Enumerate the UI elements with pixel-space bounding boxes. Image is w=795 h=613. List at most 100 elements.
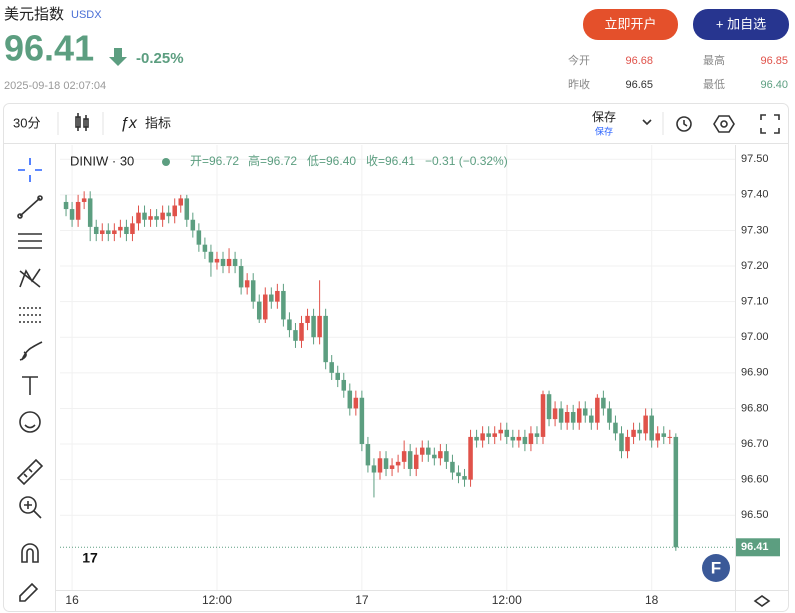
candle-body	[383, 458, 389, 469]
y-tick-label: 97.00	[741, 331, 769, 343]
candle-body	[112, 230, 117, 234]
candle-body	[208, 251, 214, 263]
candle-body	[190, 219, 196, 231]
candle-body	[154, 216, 159, 220]
candle-body	[486, 433, 491, 437]
candle-body	[389, 465, 395, 469]
y-tick-label: 96.90	[741, 367, 769, 379]
candle-body	[293, 330, 298, 341]
down-arrow	[109, 48, 127, 66]
candle-body	[335, 372, 340, 380]
candle-body	[426, 447, 431, 455]
candle-body	[311, 315, 316, 338]
candle-body	[667, 436, 673, 438]
candle-body	[178, 198, 184, 206]
candle-body	[93, 226, 99, 234]
candle-body	[570, 412, 576, 423]
candle-style-button[interactable]	[75, 113, 89, 131]
status-dot	[162, 158, 170, 166]
interval-button[interactable]: 30分	[13, 115, 40, 130]
candle-body	[214, 258, 220, 263]
candle-body	[275, 290, 280, 302]
badge-text[interactable]: F	[711, 558, 721, 577]
change: -0.25%	[136, 50, 184, 67]
candle-body	[649, 415, 654, 441]
candle-body	[583, 408, 588, 416]
open-account-button[interactable]	[583, 9, 678, 40]
save-subtitle: 保存	[595, 125, 613, 136]
tv-logo-text[interactable]: 17	[82, 550, 98, 566]
chart-frame	[3, 103, 789, 612]
y-tick-label: 97.40	[741, 189, 769, 201]
tv-logo[interactable]	[76, 548, 104, 570]
candle-body	[619, 433, 624, 452]
stat-value: 96.40	[760, 79, 788, 91]
candle-body	[256, 301, 262, 320]
y-tick-label: 96.50	[741, 509, 769, 521]
symbol: USDX	[71, 9, 102, 21]
stat-label: 最高	[703, 53, 725, 67]
last-price-tag	[736, 538, 780, 557]
open-account-label[interactable]: 立即开户	[604, 16, 656, 31]
x-tick-label: 18	[645, 593, 659, 607]
price: 96.41	[4, 28, 94, 69]
candle-body	[534, 433, 540, 437]
alert-button[interactable]	[676, 116, 692, 132]
candle-body	[347, 390, 353, 409]
candle-body	[432, 454, 437, 459]
candle-body	[299, 323, 304, 341]
candle-body	[81, 198, 87, 202]
candle-body	[637, 429, 642, 434]
add-watchlist-label[interactable]: + 加自选	[716, 16, 766, 31]
candle-body	[305, 315, 310, 323]
save-button[interactable]: 保存	[592, 110, 616, 124]
candle-body	[401, 451, 407, 462]
legend-symbol: DINIW · 30	[70, 153, 134, 168]
candle-body	[124, 226, 129, 234]
x-tick-label: 17	[355, 593, 369, 607]
candle-body	[480, 433, 485, 441]
candle-body	[136, 212, 141, 224]
candle-body	[613, 422, 618, 434]
candle-body	[552, 408, 558, 420]
add-watchlist-button[interactable]	[693, 9, 789, 40]
candle-body	[166, 212, 171, 217]
candle-body	[528, 433, 534, 445]
datetime: 2025-09-18 02:07:04	[4, 80, 106, 92]
candle-body	[106, 230, 111, 234]
drawing-tools[interactable]	[16, 158, 44, 602]
save-menu[interactable]	[642, 119, 652, 126]
y-tick-label: 97.30	[741, 224, 769, 236]
x-tick-label: 16	[65, 593, 79, 607]
fx-icon[interactable]: ƒx	[120, 115, 138, 132]
candle-body	[202, 244, 208, 252]
axis-settings[interactable]	[753, 595, 771, 607]
candle-body	[643, 415, 648, 434]
candle-body	[498, 429, 504, 434]
badge[interactable]	[702, 554, 730, 582]
x-tick-label: 12:00	[492, 593, 522, 607]
candle-body	[510, 436, 516, 441]
candle-body	[407, 451, 413, 469]
candle-body	[576, 408, 582, 423]
candle-body	[468, 436, 473, 480]
candle-body	[564, 412, 570, 423]
candle-body	[540, 394, 546, 437]
candle-body	[631, 429, 636, 437]
candle-body	[329, 362, 334, 373]
candle-body	[413, 454, 419, 469]
x-tick-label: 12:00	[202, 593, 232, 607]
candle-body	[226, 258, 232, 267]
candle-body	[232, 258, 238, 267]
y-tick-label: 96.60	[741, 474, 769, 486]
candle-body	[238, 266, 244, 288]
fullscreen-button[interactable]	[760, 114, 780, 134]
stat-label: 昨收	[568, 77, 590, 91]
candle-body	[160, 212, 165, 220]
candle-body	[673, 436, 679, 548]
candle-body	[244, 280, 250, 288]
candle-body	[184, 198, 190, 220]
stat-value: 96.85	[760, 55, 788, 67]
indicators-button[interactable]: 指标	[145, 115, 171, 130]
settings-button[interactable]	[713, 115, 735, 133]
